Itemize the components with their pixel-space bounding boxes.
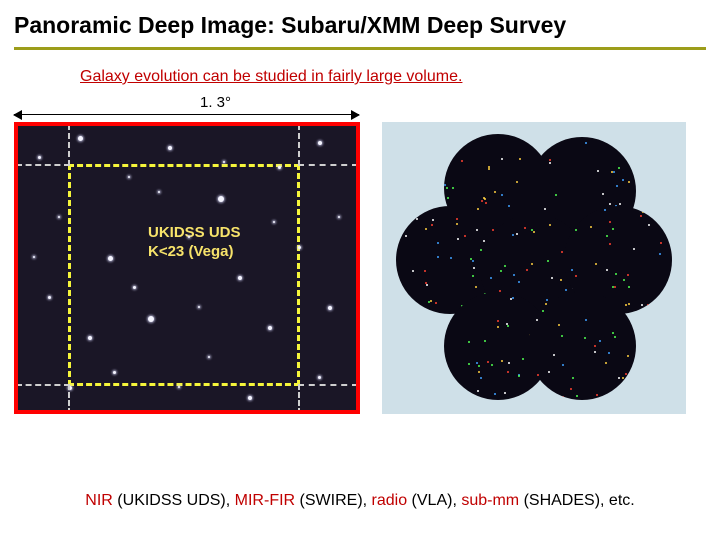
footer-segment: (UKIDSS UDS), [113, 492, 235, 509]
star [58, 216, 60, 218]
footer-segment: (VLA), [407, 492, 461, 509]
star [248, 396, 252, 400]
star [133, 286, 136, 289]
star [88, 336, 92, 340]
footer-segment: NIR [85, 492, 113, 509]
footer-segment: radio [372, 492, 408, 509]
corner-overlay [16, 384, 70, 414]
star [148, 316, 154, 322]
right-mosaic-image [382, 122, 686, 414]
star [298, 246, 301, 249]
star [223, 161, 225, 163]
footer-segment: (SWIRE), [295, 492, 371, 509]
star [198, 306, 200, 308]
footer-segment: (SHADES), etc. [519, 492, 635, 509]
star [113, 371, 116, 374]
star [128, 176, 130, 178]
star [178, 386, 180, 388]
corner-overlay [16, 124, 70, 166]
star [318, 376, 321, 379]
footer-wavelengths: NIR (UKIDSS UDS), MIR-FIR (SWIRE), radio… [0, 492, 720, 510]
xmm-pointing [528, 292, 636, 400]
star [268, 326, 272, 330]
star [33, 256, 35, 258]
ukidss-label-line2: K<23 (Vega) [148, 243, 233, 260]
ukidss-label-line1: UKIDSS UDS [148, 224, 241, 241]
star [218, 196, 224, 202]
subtitle: Galaxy evolution can be studied in fairl… [0, 50, 720, 86]
star [108, 256, 113, 261]
star [78, 136, 83, 141]
star [48, 296, 51, 299]
corner-overlay [298, 124, 358, 166]
scale-label: 1. 3° [200, 94, 231, 111]
ukidss-label: UKIDSS UDS K<23 (Vega) [148, 224, 241, 262]
star [273, 221, 275, 223]
star [168, 146, 172, 150]
ukidss-footprint [68, 164, 300, 386]
star [278, 166, 281, 169]
star [338, 216, 340, 218]
star [238, 276, 242, 280]
star [188, 236, 190, 238]
star [208, 356, 210, 358]
left-survey-image: UKIDSS UDS K<23 (Vega) [14, 122, 360, 414]
star [158, 191, 160, 193]
scale-arrow [14, 114, 359, 115]
footer-segment: MIR-FIR [235, 492, 295, 509]
image-panels: UKIDSS UDS K<23 (Vega) [0, 120, 720, 414]
xmm-mosaic [396, 134, 672, 402]
star [328, 306, 332, 310]
corner-overlay [298, 384, 358, 414]
footer-segment: sub-mm [461, 492, 519, 509]
scale-indicator: 1. 3° [0, 96, 720, 120]
slide-title: Panoramic Deep Image: Subaru/XMM Deep Su… [0, 0, 720, 45]
